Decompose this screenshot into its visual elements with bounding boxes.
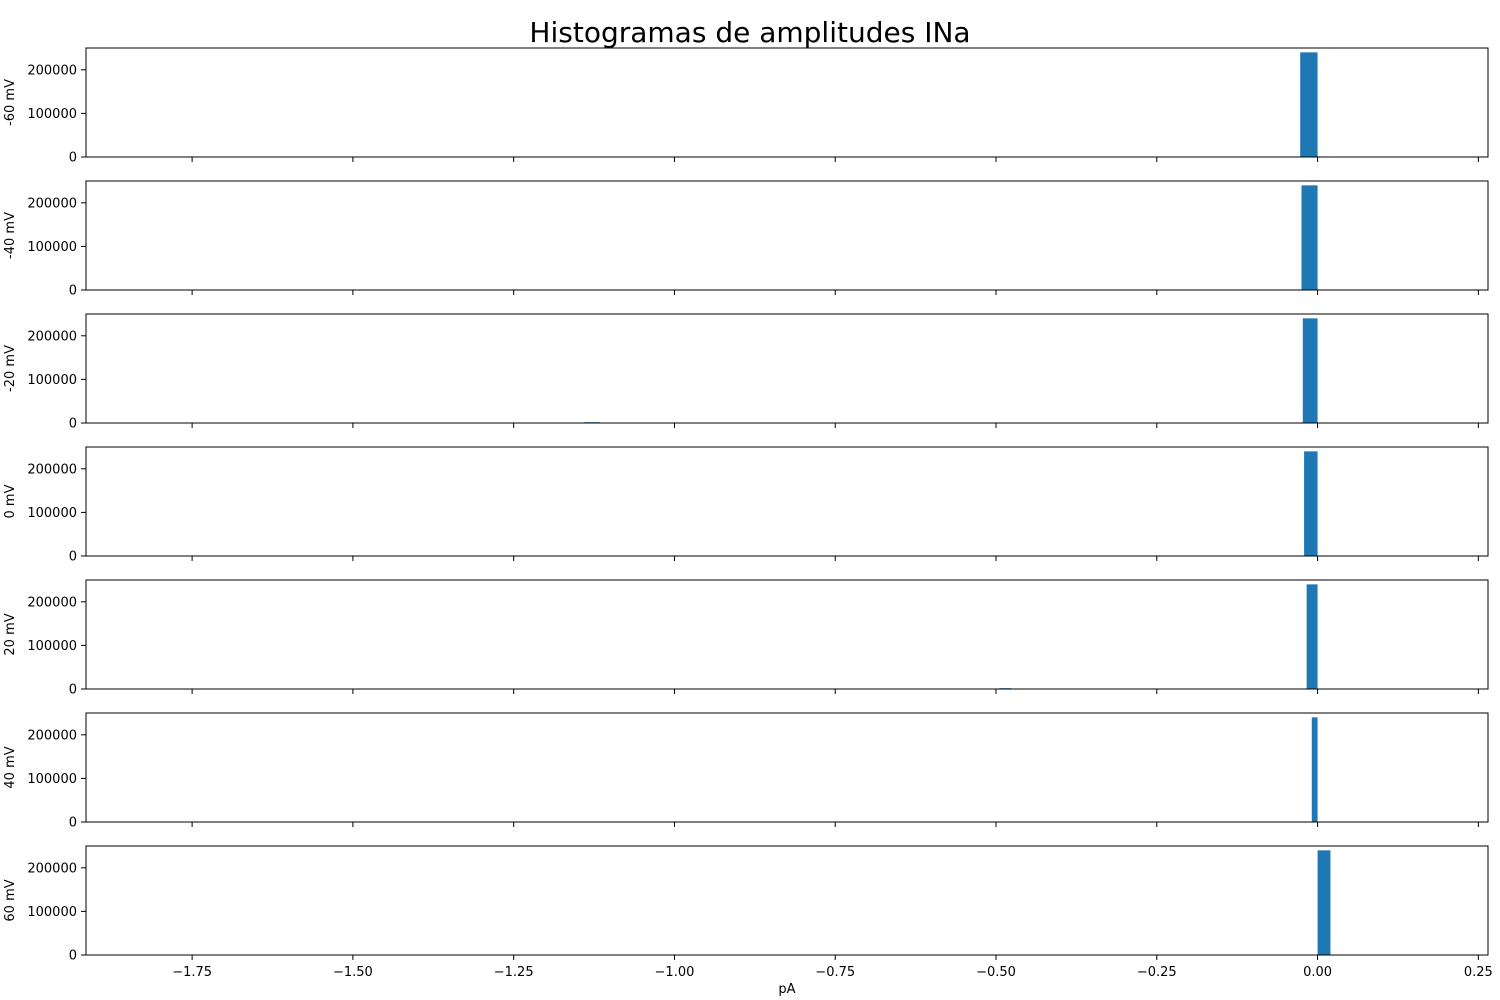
histogram-bar (1311, 717, 1318, 822)
y-tick-label: 100000 (27, 639, 77, 654)
y-axis-label: 40 mV (3, 746, 18, 788)
histogram-panel: 0 100000 200000 -40 mV (3, 180, 1489, 299)
x-tick-label: −1.00 (655, 965, 695, 980)
histogram-bar (1306, 584, 1318, 689)
histogram-panel: 0 100000 200000 60 mV −1.75 −1.50 −1.25 −1.00 −0… (3, 845, 1493, 980)
panel-frame (85, 579, 1489, 690)
y-tick-label: 100000 (27, 373, 77, 388)
y-tick-label: 200000 (27, 329, 77, 344)
y-axis-label: -20 mV (3, 345, 18, 392)
panel-frame (85, 712, 1489, 823)
y-tick-label: 100000 (27, 772, 77, 787)
y-tick-label: 200000 (27, 728, 77, 743)
histogram-panel: 0 100000 200000 40 mV (3, 712, 1489, 831)
histogram-panel: 0 100000 200000 0 mV (3, 446, 1489, 565)
x-tick-label: −1.75 (172, 965, 212, 980)
x-axis-label: pA (778, 982, 795, 997)
histogram-bar (1317, 850, 1331, 955)
y-axis-label: 0 mV (3, 484, 18, 518)
y-axis-label: 20 mV (3, 613, 18, 655)
y-tick-label: 200000 (27, 861, 77, 876)
y-tick-label: 100000 (27, 107, 77, 122)
y-tick-label: 100000 (27, 240, 77, 255)
histogram-bar (1302, 318, 1318, 423)
y-tick-label: 100000 (27, 506, 77, 521)
x-tick-label: 0.25 (1464, 965, 1493, 980)
histogram-bar (1301, 185, 1318, 290)
panel-frame (85, 446, 1489, 557)
y-axis-label: -60 mV (3, 79, 18, 126)
y-tick-label: 200000 (27, 595, 77, 610)
histogram-bar (1304, 451, 1318, 556)
y-axis-label: -40 mV (3, 212, 18, 259)
panel-frame (85, 180, 1489, 291)
figure-title: Histogramas de amplitudes INa (529, 16, 970, 49)
panel-frame (85, 313, 1489, 424)
histogram-panel: 0 100000 200000 -20 mV (3, 313, 1489, 432)
x-tick-label: −1.25 (494, 965, 534, 980)
y-tick-label: 0 (69, 151, 77, 166)
histogram-panel: 0 100000 200000 20 mV (3, 579, 1489, 698)
y-tick-label: 0 (69, 949, 77, 964)
y-tick-label: 200000 (27, 462, 77, 477)
y-tick-label: 0 (69, 417, 77, 432)
panel-frame (85, 47, 1489, 158)
histogram-panel: 0 100000 200000 -60 mV (3, 47, 1489, 166)
panel-frame (85, 845, 1489, 956)
x-tick-label: −0.75 (815, 965, 855, 980)
x-tick-label: −0.50 (976, 965, 1016, 980)
y-tick-label: 100000 (27, 905, 77, 920)
y-tick-label: 0 (69, 816, 77, 831)
y-tick-label: 200000 (27, 63, 77, 78)
panels-container: 0 100000 200000 -60 mV 0 100000 200000 -40 mV 0 1… (3, 47, 1493, 980)
x-tick-label: −0.25 (1137, 965, 1177, 980)
y-tick-label: 200000 (27, 196, 77, 211)
y-axis-label: 60 mV (3, 879, 18, 921)
y-tick-label: 0 (69, 284, 77, 299)
y-tick-label: 0 (69, 550, 77, 565)
y-tick-label: 0 (69, 683, 77, 698)
x-tick-label: −1.50 (333, 965, 373, 980)
histogram-bar (1300, 52, 1318, 157)
x-tick-label: 0.00 (1303, 965, 1332, 980)
